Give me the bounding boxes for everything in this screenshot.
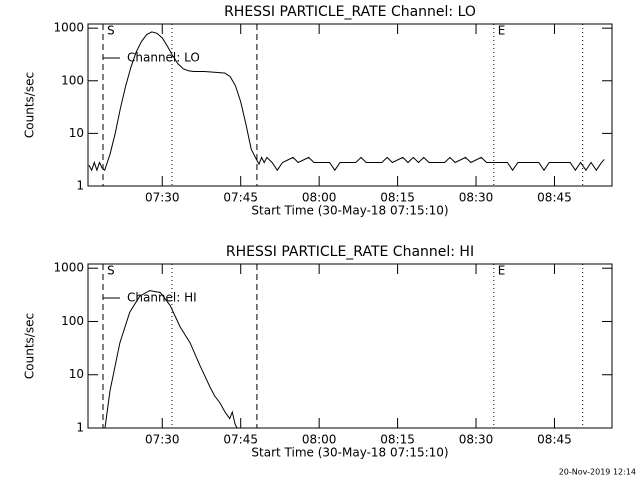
marker-label: S (107, 264, 115, 278)
x-axis-label: Start Time (30-May-18 07:15:10) (251, 446, 448, 460)
x-tick-label: 08:45 (537, 191, 572, 205)
y-tick-label: 10 (69, 126, 84, 140)
y-axis-label: Counts/sec (23, 313, 37, 379)
x-tick-label: 07:45 (223, 433, 258, 447)
x-tick-label: 08:30 (459, 191, 494, 205)
x-tick-label: 08:45 (537, 433, 572, 447)
x-axis-label: Start Time (30-May-18 07:15:10) (251, 204, 448, 218)
x-tick-label: 07:30 (145, 433, 180, 447)
series-line (88, 31, 605, 172)
y-axis-label: Counts/sec (23, 72, 37, 138)
x-tick-label: 08:00 (302, 191, 337, 205)
plot-frame (87, 263, 613, 429)
x-tick-label: 07:45 (223, 191, 258, 205)
x-tick-label: 08:15 (380, 433, 415, 447)
series-line (104, 290, 238, 428)
y-tick-label: 1 (76, 179, 84, 193)
chart-title: RHESSI PARTICLE_RATE Channel: HI (226, 244, 474, 260)
chart-title: RHESSI PARTICLE_RATE Channel: LO (224, 4, 476, 20)
y-tick-label: 10 (69, 367, 84, 381)
x-tick-label: 07:30 (145, 191, 180, 205)
y-tick-label: 1000 (53, 261, 84, 275)
y-tick-label: 100 (61, 73, 84, 87)
marker-label: S (107, 24, 115, 38)
plot-frame (87, 23, 613, 187)
x-tick-label: 08:30 (459, 433, 494, 447)
y-tick-label: 1000 (53, 21, 84, 35)
legend-label: Channel: LO (127, 51, 200, 65)
y-tick-label: 1 (76, 421, 84, 435)
y-tick-label: 100 (61, 314, 84, 328)
legend-label: Channel: HI (127, 291, 197, 305)
marker-label: E (498, 264, 506, 278)
marker-label: E (498, 24, 506, 38)
x-tick-label: 08:15 (380, 191, 415, 205)
footer: 20-Nov-2019 12:14 (559, 468, 636, 477)
x-tick-label: 08:00 (302, 433, 337, 447)
